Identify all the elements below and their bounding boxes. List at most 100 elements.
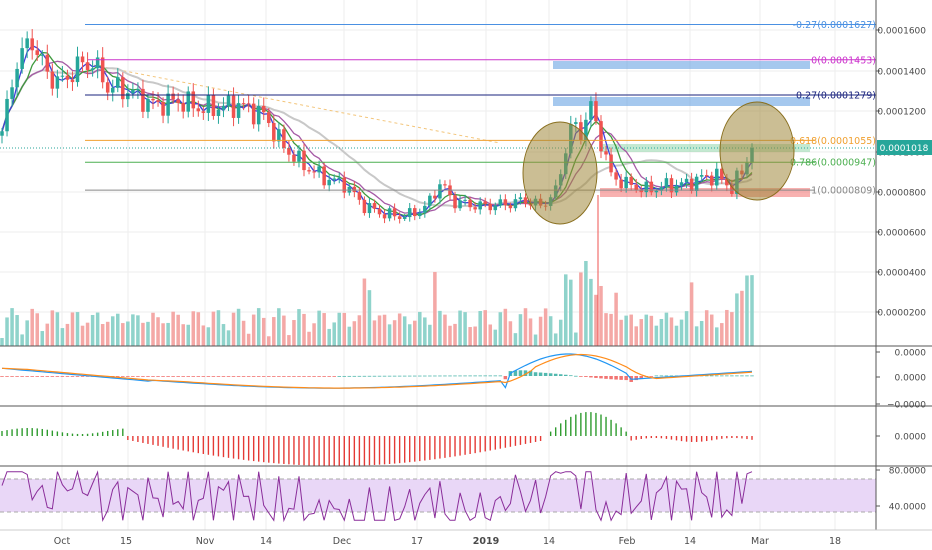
volume-bar-27 (136, 315, 140, 346)
volume-bar-34 (171, 311, 175, 346)
candle-body-47 (236, 103, 241, 118)
candle-body-63 (317, 166, 321, 173)
candle-19 (95, 50, 100, 79)
candle-45 (226, 90, 231, 111)
volume-bar-67 (337, 312, 342, 346)
volume-bar-1 (5, 317, 9, 346)
macd-hist-140 (704, 375, 709, 377)
candle-80 (402, 213, 407, 222)
candle-84 (423, 200, 427, 218)
volume-bar-13 (65, 323, 70, 346)
macd-hist-23 (116, 376, 120, 377)
macd-hist-28 (141, 376, 145, 377)
oscillator-pane (1, 412, 753, 466)
candle-65 (327, 173, 331, 192)
x-axis-label-1: 15 (120, 536, 132, 547)
macd-hist-99 (498, 375, 503, 377)
macd-hist-54 (272, 376, 276, 377)
candle-body-9 (45, 54, 50, 72)
candle-body-26 (131, 89, 135, 94)
macd-hist-50 (251, 376, 256, 377)
volume-bar-16 (80, 325, 85, 346)
volume-bar-36 (181, 324, 185, 346)
macd-hist-110 (553, 373, 558, 376)
volume-bar-110 (553, 333, 558, 346)
volume-bar-90 (453, 323, 457, 346)
macd-hist-93 (468, 375, 472, 377)
candle-body-143 (720, 168, 724, 179)
macd-hist-12 (60, 376, 65, 377)
main_pane-tick-label-1: 0.0001400 (877, 68, 926, 78)
candle-28 (141, 79, 145, 118)
candle-body-142 (715, 168, 719, 186)
candle-97 (488, 198, 493, 215)
candle-body-139 (699, 175, 704, 177)
volume-bar-24 (121, 323, 125, 346)
candle-body-138 (694, 176, 699, 191)
zone-blue-upper (553, 61, 810, 69)
x-axis-label-7: 14 (543, 536, 555, 547)
candle-body-70 (352, 186, 357, 193)
candle-body-25 (126, 93, 130, 100)
macd-hist-68 (342, 375, 347, 377)
moving-average-ma_mid (1, 51, 753, 217)
macd-hist-10 (50, 376, 55, 377)
candle-102 (513, 193, 518, 212)
macd-hist-146 (735, 375, 739, 377)
volume-bar-44 (221, 324, 226, 346)
volume-bar-126 (634, 326, 638, 346)
macd_pane-tick-label-0: 0.0000 (895, 349, 927, 359)
candle-142 (715, 162, 719, 190)
macd-hist-14 (70, 376, 75, 377)
macd-hist-141 (709, 375, 714, 377)
volume-bar-149 (750, 275, 754, 346)
volume-bar-147 (740, 290, 744, 346)
candle-98 (493, 202, 498, 215)
candle-75 (377, 204, 382, 218)
candle-47 (236, 95, 241, 124)
zone-red (600, 188, 810, 197)
candle-body-1 (5, 98, 9, 132)
volume-bar-123 (619, 319, 623, 346)
volume-bar-102 (513, 333, 518, 346)
candle-131 (659, 181, 664, 196)
candle-body-79 (397, 216, 402, 219)
volume-bar-84 (423, 317, 427, 346)
macd-hist-109 (548, 373, 553, 376)
volume-bar-142 (715, 327, 719, 346)
candle-32 (161, 97, 165, 124)
macd-hist-48 (241, 376, 246, 377)
candle-body-141 (709, 175, 714, 186)
candle-128 (644, 176, 649, 198)
x-axis-label-0: Oct (54, 536, 71, 547)
volume-bar-104 (523, 308, 528, 346)
fib-label-3: 0.618(0.0001055) (790, 136, 876, 147)
macd-hist-112 (563, 374, 568, 376)
candle-55 (277, 122, 281, 148)
volume-bar-29 (146, 321, 150, 346)
candle-body-32 (161, 101, 165, 116)
candle-30 (151, 90, 155, 110)
volume-bar-45 (226, 330, 231, 346)
candle-body-41 (206, 95, 211, 113)
main_pane-tick-label-5: 0.0000600 (877, 229, 926, 239)
x-axis-label-3: 14 (260, 536, 272, 547)
macd-hist-72 (362, 375, 367, 377)
candle-63 (317, 160, 321, 178)
candle-51 (256, 99, 261, 132)
volume-bar-53 (267, 336, 271, 346)
volume-bar-91 (458, 310, 462, 346)
candle-body-55 (277, 129, 281, 142)
volume-bar-73 (367, 290, 372, 346)
macd-hist-1 (5, 376, 9, 377)
macd-hist-96 (483, 375, 487, 377)
volume-bar-139 (699, 320, 704, 346)
candle-86 (433, 190, 437, 203)
candle-104 (523, 193, 528, 208)
macd-hist-66 (332, 376, 336, 377)
candle-10 (50, 63, 55, 96)
volume-bar-137 (689, 282, 694, 346)
candle-93 (468, 197, 472, 212)
candle-36 (181, 94, 185, 119)
